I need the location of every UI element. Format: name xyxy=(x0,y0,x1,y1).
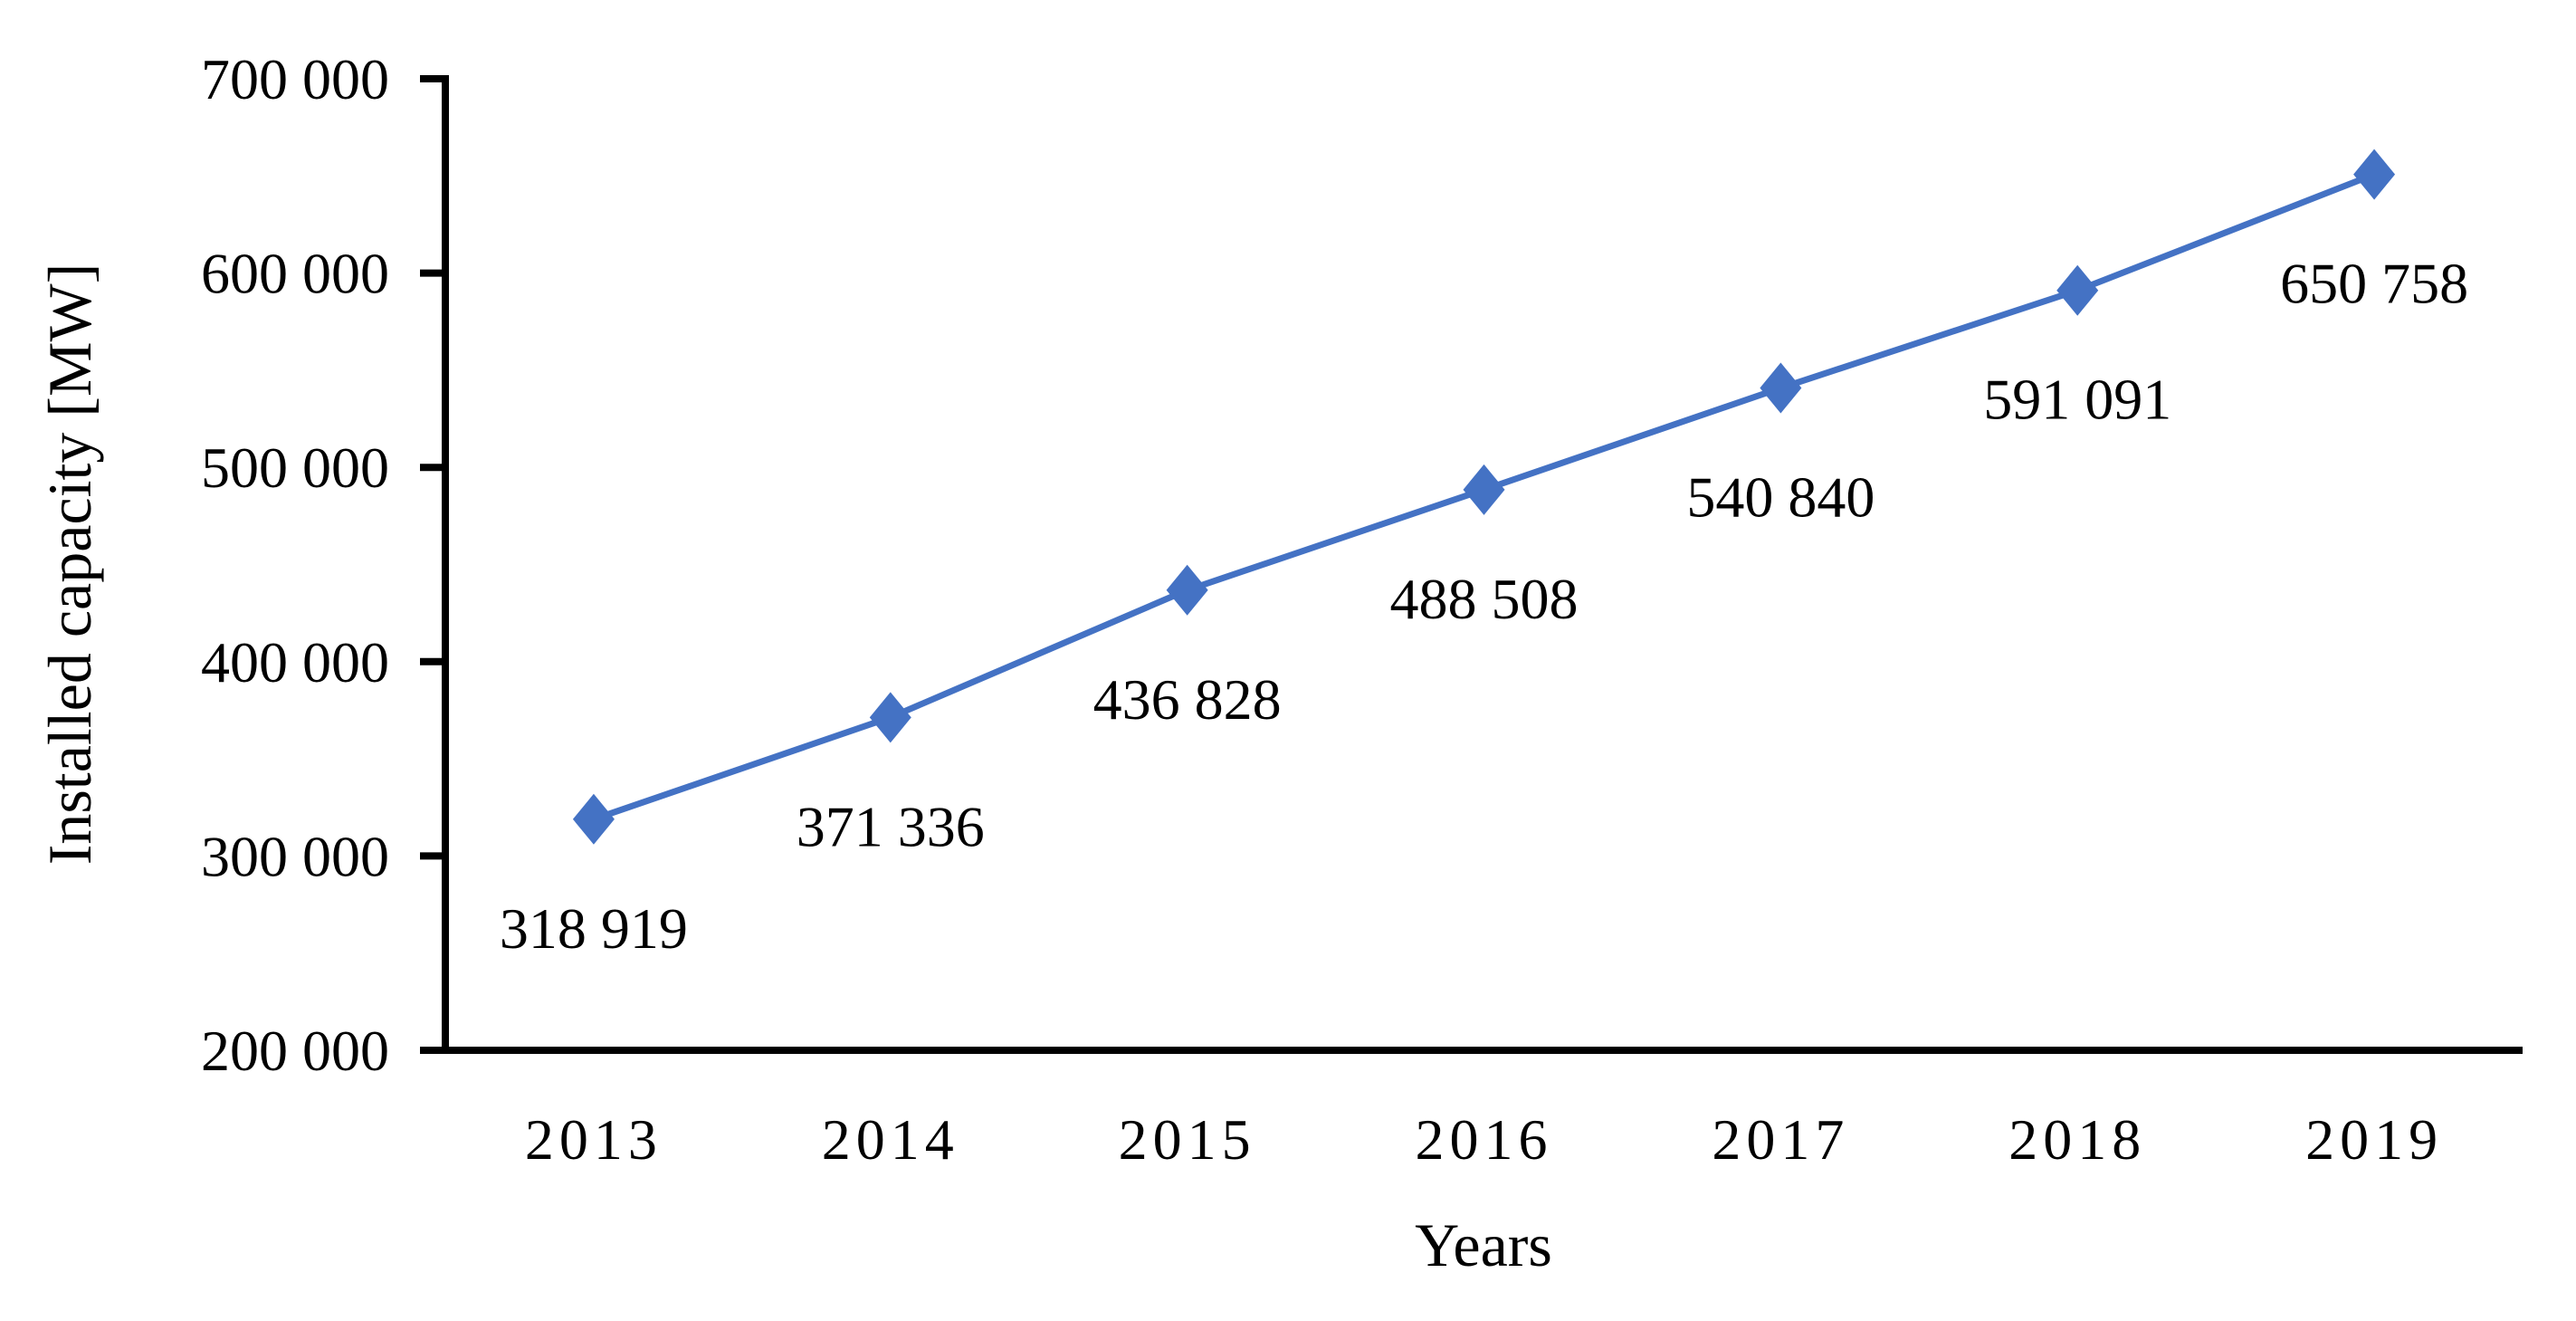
chart-generated-content: 200 000 300 000 400 000 500 000 600 000 700 0… xyxy=(201,47,2523,1172)
x-tick-label: 2014 xyxy=(822,1107,959,1172)
x-tick-label: 2016 xyxy=(1416,1107,1553,1172)
data-point-marker xyxy=(1760,362,1802,414)
y-tick-label: 300 000 xyxy=(201,824,389,888)
y-tick-label: 200 000 xyxy=(201,1019,389,1083)
data-point-label: 540 840 xyxy=(1686,465,1875,530)
x-tick-label: 2015 xyxy=(1119,1107,1256,1172)
data-point-label: 371 336 xyxy=(797,794,985,858)
data-point-label: 436 828 xyxy=(1093,667,1282,732)
y-tick-label: 700 000 xyxy=(201,47,389,111)
x-tick-label: 2013 xyxy=(525,1107,663,1172)
x-tick-label: 2017 xyxy=(1712,1107,1849,1172)
y-tick-label: 400 000 xyxy=(201,630,389,694)
y-tick-label: 500 000 xyxy=(201,436,389,500)
data-point-marker xyxy=(1166,564,1208,616)
data-point-marker xyxy=(869,692,911,743)
data-point-marker xyxy=(1463,464,1505,515)
data-point-marker xyxy=(2353,148,2396,200)
x-axis-title: Years xyxy=(1415,1211,1552,1279)
data-point-marker xyxy=(572,793,615,845)
x-tick-label: 2018 xyxy=(2008,1107,2146,1172)
data-point-label: 650 758 xyxy=(2280,252,2468,316)
data-point-label: 591 091 xyxy=(1983,368,2171,432)
y-axis-title: Installed capacity [MW] xyxy=(35,263,104,866)
data-point-label: 488 508 xyxy=(1390,567,1579,631)
x-tick-label: 2019 xyxy=(2305,1107,2443,1172)
data-point-label: 318 919 xyxy=(500,896,688,961)
y-tick-label: 600 000 xyxy=(201,242,389,306)
data-point-marker xyxy=(2056,264,2099,316)
